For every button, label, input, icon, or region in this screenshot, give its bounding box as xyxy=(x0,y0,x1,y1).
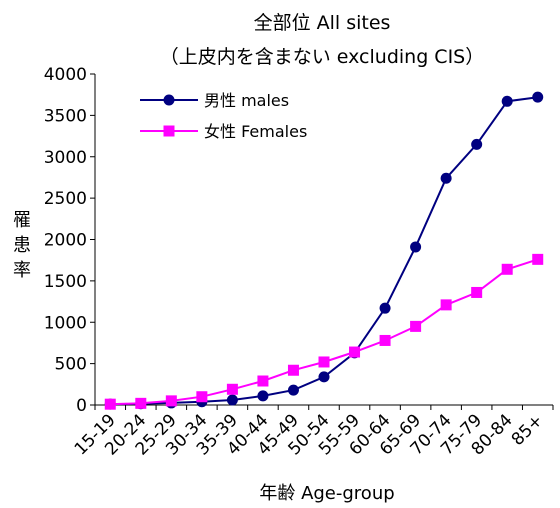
y-tick-label: 3000 xyxy=(44,148,87,168)
data-point-females xyxy=(196,391,208,403)
data-point-males xyxy=(318,371,330,383)
y-axis-label-char: 率 xyxy=(13,260,31,281)
y-tick-label: 500 xyxy=(55,355,87,375)
chart-subtitle: （上皮内を含まない excluding CIS） xyxy=(160,46,485,68)
y-tick-label: 4000 xyxy=(44,65,87,85)
data-point-females xyxy=(379,334,391,346)
chart-title: 全部位 All sites xyxy=(254,12,391,34)
data-point-males xyxy=(379,302,391,314)
data-point-males xyxy=(287,384,299,396)
data-point-females xyxy=(349,346,361,358)
series-line-females xyxy=(110,258,539,406)
y-tick-label: 2500 xyxy=(44,189,87,209)
legend-marker-males xyxy=(163,94,175,106)
legend-marker-females xyxy=(163,125,175,137)
x-axis: 15-1920-2425-2930-3435-3940-4445-4950-54… xyxy=(71,405,554,459)
y-axis-label-char: 患 xyxy=(13,235,31,256)
series-layer xyxy=(104,91,544,410)
data-point-females xyxy=(471,286,483,298)
y-axis: 0 500 1000 1500 2000 2500 3000 3500 4000 xyxy=(44,65,95,416)
data-point-females xyxy=(410,320,422,332)
data-point-males xyxy=(410,241,422,253)
y-tick-label: 1000 xyxy=(44,313,87,333)
data-point-females xyxy=(104,398,116,410)
legend: 男性 males 女性 Females xyxy=(140,91,307,141)
data-point-females xyxy=(440,299,452,311)
data-point-males xyxy=(440,172,452,184)
y-tick-label: 2000 xyxy=(44,231,87,251)
data-point-females xyxy=(165,395,177,407)
legend-label-males: 男性 males xyxy=(204,91,289,110)
legend-label-females: 女性 Females xyxy=(204,122,307,141)
data-point-females xyxy=(318,356,330,368)
data-point-males xyxy=(257,390,269,402)
data-point-males xyxy=(471,138,483,150)
y-tick-label: 3500 xyxy=(44,106,87,126)
data-point-females xyxy=(226,383,238,395)
x-tick-label: 85+ xyxy=(508,410,548,450)
data-point-females xyxy=(532,253,544,265)
data-point-males xyxy=(501,95,513,107)
y-tick-label: 1500 xyxy=(44,272,87,292)
y-tick-label: 0 xyxy=(76,396,87,416)
data-point-females xyxy=(287,364,299,376)
y-axis-label-char: 罹 xyxy=(13,210,31,231)
data-point-males xyxy=(532,91,544,103)
data-point-females xyxy=(135,397,147,409)
y-axis-label: 罹 患 率 xyxy=(13,210,31,281)
data-point-females xyxy=(257,375,269,387)
data-point-females xyxy=(501,263,513,275)
data-point-males xyxy=(226,394,238,406)
x-axis-label: 年齢 Age-group xyxy=(259,483,394,504)
